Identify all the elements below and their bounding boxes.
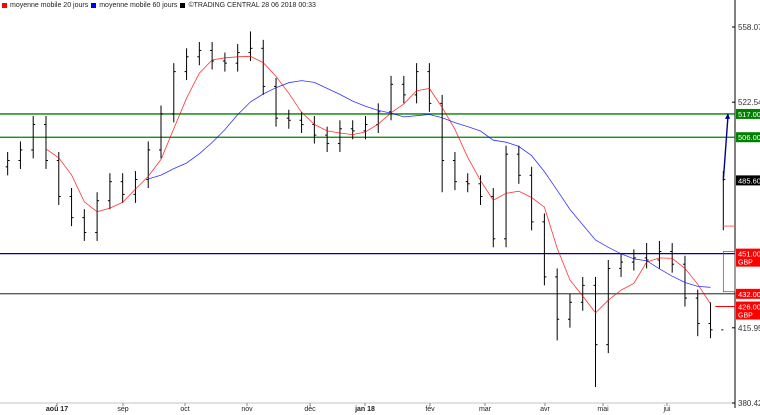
price-label: 506.000 (738, 133, 760, 142)
y-tick-label: 522.544 (738, 98, 760, 107)
moving-average-line (148, 80, 711, 288)
price-label: 426.000 (738, 303, 760, 312)
legend-ma20: moyenne mobile 20 jours (10, 2, 89, 9)
legend-source: ©TRADING CENTRAL 28 06 2018 00:33 (188, 2, 316, 9)
ma60-swatch (91, 3, 97, 8)
x-tick-label: avr (540, 406, 550, 413)
source-swatch (180, 3, 186, 8)
price-label: 485.600 (738, 176, 760, 185)
x-tick-label: sep (117, 406, 128, 413)
price-label-box (736, 175, 760, 186)
price-label-currency: GBP (738, 260, 753, 267)
price-label-box (736, 132, 760, 143)
target-zone (722, 251, 736, 293)
price-label-box (736, 248, 760, 267)
price-label-box (736, 301, 760, 320)
price-label: 517.000 (738, 110, 760, 119)
arrow-head-icon (725, 112, 730, 119)
y-tick-label: 380.423 (738, 399, 760, 408)
x-tick-label: mar (479, 406, 492, 413)
price-label-currency: GBP (738, 313, 753, 320)
y-tick-label: 415.954 (738, 324, 760, 333)
x-tick-label: jui (662, 406, 670, 413)
x-tick-label: fév (425, 406, 435, 413)
ma20-swatch (2, 3, 7, 8)
projection-arrow (722, 115, 729, 181)
legend-ma60: moyenne mobile 60 jours (99, 2, 178, 9)
price-label: 451.000 (738, 250, 760, 259)
y-tick-label: 558.074 (738, 23, 760, 32)
price-label-box (736, 288, 760, 299)
x-tick-label: jan 18 (354, 406, 375, 413)
price-label: 432.000 (738, 290, 760, 299)
x-tick-label: déc (304, 406, 316, 413)
x-tick-label: oct (180, 406, 189, 413)
price-label-box (736, 108, 760, 119)
x-tick-label: mai (597, 406, 609, 413)
x-tick-label: aoû 17 (46, 406, 68, 413)
moving-average-line (45, 55, 711, 314)
legend: moyenne mobile 20 jours moyenne mobile 6… (2, 2, 316, 9)
x-tick-label: nov (241, 406, 253, 413)
